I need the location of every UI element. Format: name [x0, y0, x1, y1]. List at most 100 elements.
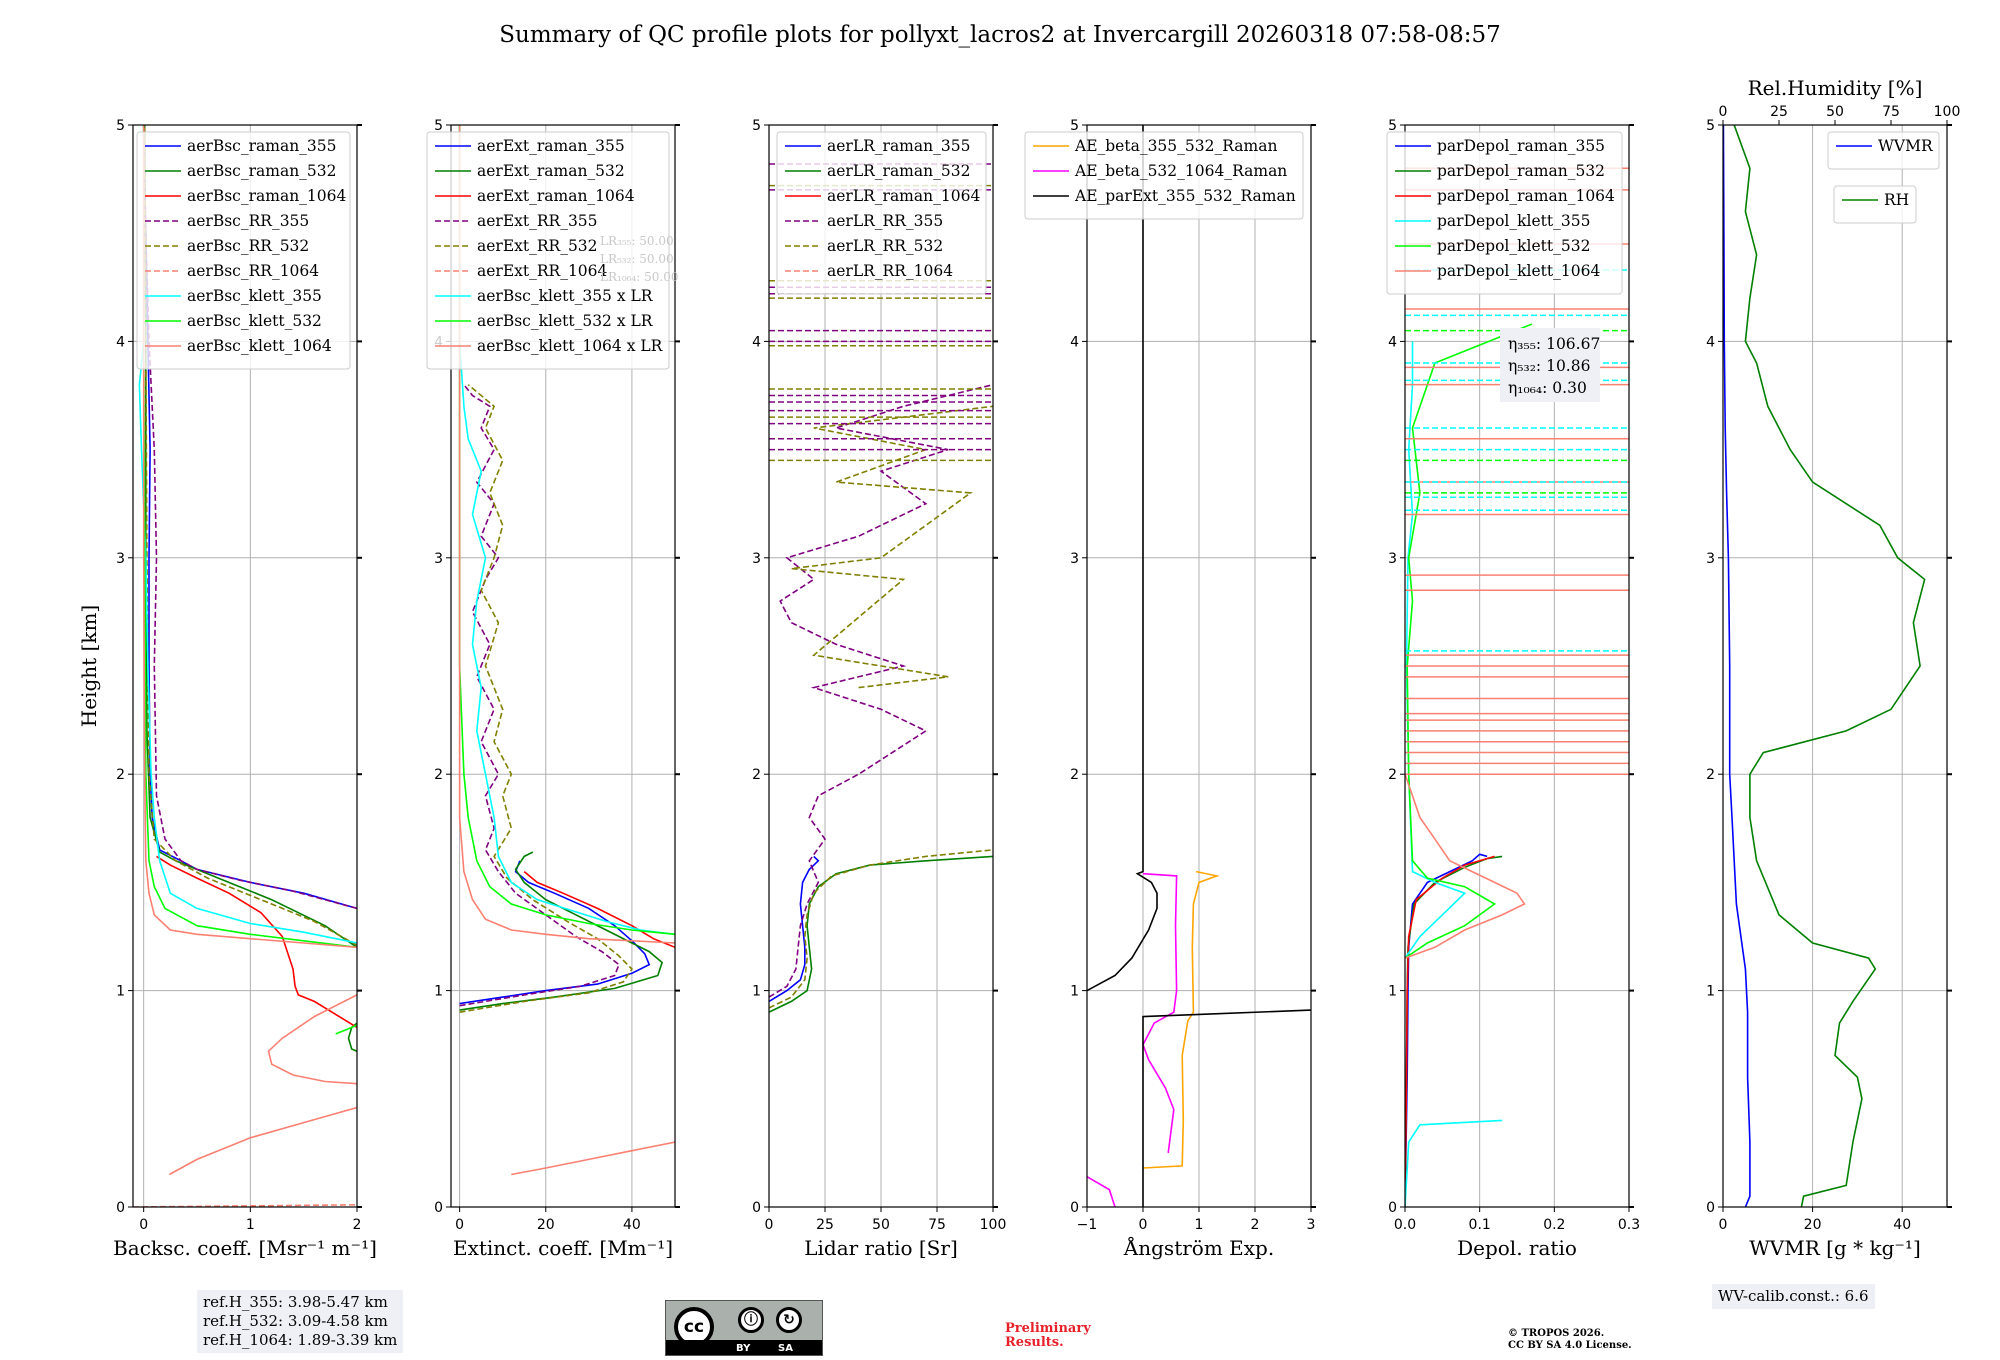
series-WVMR	[1723, 125, 1751, 1207]
legend-label: aerExt_RR_1064	[477, 262, 608, 280]
legend-box	[776, 131, 987, 295]
legend-label: aerExt_raman_355	[477, 137, 625, 155]
eta-value: η₁₀₆₄: 0.30	[1508, 379, 1587, 397]
series-AE_parExt_355_532_Raman	[1142, 1009, 1311, 1207]
y-tick-label: 0	[116, 1200, 125, 1216]
y-tick-label: 2	[116, 767, 125, 783]
x-axis-label: Lidar ratio [Sr]	[804, 1236, 958, 1260]
series-aerBsc_klett_1064_low	[267, 994, 357, 1085]
legend-box	[136, 131, 351, 370]
y-tick-label: 0	[1388, 1200, 1397, 1216]
series-group	[1405, 167, 1629, 1207]
y-tick-label: 5	[1070, 118, 1079, 134]
legend-label: aerExt_RR_532	[477, 237, 598, 255]
y-tick-label: 2	[1388, 767, 1397, 783]
series-RH	[1733, 125, 1926, 1207]
series-group	[1087, 125, 1311, 1207]
lr-overlay-text: LR₅₃₂: 50.00	[600, 252, 674, 266]
eta-value: η₅₃₂: 10.86	[1508, 357, 1590, 375]
y-tick-label: 4	[1706, 334, 1715, 350]
ref-height-1064: ref.H_1064: 1.89-3.39 km	[203, 1331, 398, 1349]
y-tick-label: 1	[752, 984, 761, 1000]
y-tick-label: 2	[752, 767, 761, 783]
legend-label: parDepol_klett_355	[1437, 212, 1590, 230]
series-aerBsc_klett_532_low	[335, 1024, 357, 1035]
series-parDepol_klett_1064	[1405, 773, 1526, 959]
series-aerExt_RR_532	[459, 384, 633, 1013]
x-tick-label: 0.2	[1543, 1217, 1565, 1233]
chart-panel-lr: 0 25 50 75 100 0 1 2 3 4 5 Lidar ratio [Sr] aerLR_ra…	[752, 118, 1006, 1260]
eta-box	[1500, 328, 1600, 402]
x-tick-label: 0	[455, 1217, 464, 1233]
x-axis-label: Ångström Exp.	[1123, 1235, 1274, 1260]
legend-label: aerExt_RR_355	[477, 212, 598, 230]
page-title: Summary of QC profile plots for pollyxt_…	[499, 22, 1501, 48]
legend-label: aerBsc_raman_1064	[187, 187, 347, 205]
series-AE_beta_355_532_Raman	[1142, 870, 1220, 1169]
copyright-line-2: CC BY SA 4.0 License.	[1508, 1340, 1632, 1351]
x-tick-label: 1	[246, 1217, 255, 1233]
wv-calibration-box: WV-calib.const.: 6.6	[1712, 1284, 1875, 1309]
series-aerExt_klett_1064_low	[511, 1141, 675, 1176]
series-AE_beta_532_1064_Raman_2	[1142, 872, 1178, 1154]
legend-label: aerBsc_klett_355 x LR	[477, 287, 654, 305]
legend-label: aerLR_raman_355	[827, 137, 970, 155]
series-group	[458, 125, 675, 1176]
x-tick-label: −1	[1077, 1217, 1098, 1233]
axes-frame	[132, 124, 358, 1208]
x-tick-label: 0	[765, 1217, 774, 1233]
legend-label: RH	[1884, 191, 1909, 209]
y-tick-label: 3	[1706, 551, 1715, 567]
top-x-tick-label: 0	[1719, 104, 1728, 120]
legend-label: aerBsc_RR_355	[187, 212, 309, 230]
legend-label: aerBsc_klett_532 x LR	[477, 312, 654, 330]
legend-label: aerBsc_klett_1064 x LR	[477, 337, 664, 355]
y-tick-label: 5	[752, 118, 761, 134]
top-x-tick-label: 50	[1826, 104, 1844, 120]
x-tick-label: 1	[1195, 1217, 1204, 1233]
y-tick-label: 3	[116, 551, 125, 567]
lr-overlay-text: LR₁₀₆₄: 50.00	[600, 270, 678, 284]
y-tick-label: 2	[1070, 767, 1079, 783]
series-AE_parExt_355_532_Raman_2	[1087, 125, 1158, 992]
legend-label: AE_parExt_355_532_Raman	[1074, 187, 1296, 205]
chart-panel-ext: 02040012345Extinct. coeff. [Mm⁻¹]aerExt_…	[426, 118, 680, 1260]
x-tick-label: 0	[139, 1217, 148, 1233]
y-tick-label: 0	[1706, 1200, 1715, 1216]
y-tick-label: 5	[1706, 118, 1715, 134]
y-tick-label: 4	[752, 334, 761, 350]
x-tick-label: 0.3	[1618, 1217, 1640, 1233]
legend-label: AE_beta_532_1064_Raman	[1074, 162, 1287, 180]
legend-label: aerExt_raman_532	[477, 162, 625, 180]
copyright-note: © TROPOS 2026. CC BY SA 4.0 License.	[1508, 1328, 1632, 1352]
legend-label: aerBsc_RR_532	[187, 237, 309, 255]
x-axis-label: Depol. ratio	[1457, 1236, 1577, 1260]
wv-calibration-constant: WV-calib.const.: 6.6	[1718, 1287, 1869, 1305]
x-tick-label: 75	[928, 1217, 946, 1233]
legend-label: parDepol_raman_355	[1437, 137, 1605, 155]
legend-box	[1827, 131, 1940, 170]
y-tick-label: 5	[434, 118, 443, 134]
legend-box	[1024, 131, 1304, 220]
series-aerBsc_klett_355	[138, 125, 357, 944]
lr-overlay-text: LR₃₅₅: 50.00	[600, 234, 674, 248]
x-tick-label: 50	[872, 1217, 890, 1233]
y-tick-label: 0	[752, 1200, 761, 1216]
series-group	[1723, 125, 1926, 1207]
legend-box	[1386, 131, 1623, 295]
legend-label: aerBsc_klett_532	[187, 312, 322, 330]
copyright-line-1: © TROPOS 2026.	[1508, 1328, 1605, 1339]
series-aerBsc_raman_532	[143, 125, 357, 948]
series-aerExt_raman_532	[459, 851, 664, 1011]
series-aerBsc_klett_1064_low2	[168, 1106, 357, 1176]
series-aerLR_RR_532_upper	[791, 405, 993, 689]
y-tick-label: 4	[1070, 334, 1079, 350]
eta-value: η₃₅₅: 106.67	[1508, 335, 1600, 353]
chart-panel-bsc: 0 1 2 0 1 2 3 4 5 Backsc. coeff. [Msr⁻¹ m⁻¹] Heigh…	[77, 118, 377, 1260]
axes-frame	[1404, 124, 1630, 1208]
legend-label: aerLR_RR_1064	[827, 262, 953, 280]
y-tick-label: 4	[116, 334, 125, 350]
